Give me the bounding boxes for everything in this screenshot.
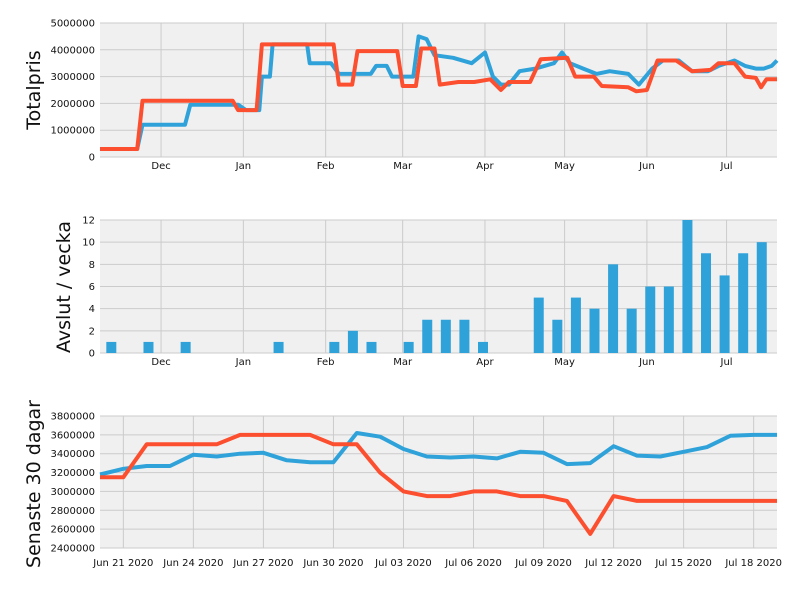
bar xyxy=(663,286,674,353)
y-tick-label: 5000000 xyxy=(50,19,95,30)
x-tick-label: Mar xyxy=(393,357,413,368)
x-tick-label: Jun 30 2020 xyxy=(302,558,363,569)
bar xyxy=(626,308,637,353)
y-tick-label: 3200000 xyxy=(50,468,95,479)
bar xyxy=(403,341,414,353)
y-tick-label: 0 xyxy=(89,153,95,164)
y-axis-label: Avslut / vecka xyxy=(53,221,75,353)
series-line xyxy=(100,42,777,151)
plot-area xyxy=(100,23,777,157)
y-tick-label: 4000000 xyxy=(50,45,95,56)
x-tick-label: Dec xyxy=(151,357,170,368)
y-tick-label: 2600000 xyxy=(50,525,95,536)
y-tick-label: 12 xyxy=(82,216,95,227)
x-tick-label: Jan xyxy=(235,357,251,368)
x-tick-label: Jun xyxy=(638,161,655,172)
bar xyxy=(570,297,581,353)
x-tick-label: Jun xyxy=(638,357,655,368)
x-tick-label: May xyxy=(554,357,575,368)
y-axis-label: Totalpris xyxy=(23,50,45,130)
totalpris-chart: 0 1000000 2000000 3000000 4000000 5000000 Dec J… xyxy=(23,19,779,172)
series-line xyxy=(99,431,777,477)
bar xyxy=(143,341,154,353)
y-tick-label: 3000000 xyxy=(50,72,95,83)
bar xyxy=(589,308,600,353)
senaste-30-dagar-chart: 2400000 2600000 2800000 3000000 3200000 34000… xyxy=(23,400,782,569)
y-tick-label: 2800000 xyxy=(50,506,95,517)
bar xyxy=(719,275,730,353)
bar xyxy=(329,341,340,353)
bar xyxy=(273,341,284,353)
y-tick-label: 3400000 xyxy=(50,449,95,460)
x-tick-label: Dec xyxy=(151,161,170,172)
x-tick-label: Jul 15 2020 xyxy=(654,558,712,569)
bar xyxy=(738,253,749,353)
x-tick-label: Mar xyxy=(393,161,413,172)
bar xyxy=(533,297,544,353)
y-tick-label: 1000000 xyxy=(50,126,95,137)
x-tick-label: Jun 27 2020 xyxy=(232,558,293,569)
x-tick-label: Jun 21 2020 xyxy=(92,558,153,569)
bar xyxy=(422,319,433,353)
plot-area xyxy=(100,416,777,548)
x-tick-label: Jul 03 2020 xyxy=(374,558,432,569)
x-tick-label: Jul 06 2020 xyxy=(444,558,502,569)
y-tick-label: 6 xyxy=(89,282,95,293)
y-tick-label: 3000000 xyxy=(50,487,95,498)
x-tick-label: Jul xyxy=(720,161,733,172)
x-tick-label: Apr xyxy=(476,161,494,172)
x-tick-label: Jan xyxy=(235,161,251,172)
x-tick-label: Apr xyxy=(476,357,494,368)
x-tick-label: Feb xyxy=(317,161,335,172)
bar xyxy=(682,220,693,353)
x-tick-label: Jul 12 2020 xyxy=(584,558,642,569)
bar xyxy=(106,341,117,353)
y-axis-label: Senaste 30 dagar xyxy=(23,400,45,568)
bar xyxy=(180,341,191,353)
bar xyxy=(477,341,488,353)
y-tick-label: 2 xyxy=(89,326,95,337)
avslut-per-vecka-chart: 0 2 4 6 8 10 12 Dec Jan Feb Mar Apr May Jun Jul Avslut … xyxy=(53,216,777,368)
bar xyxy=(440,319,451,353)
bar xyxy=(701,253,712,353)
bar xyxy=(347,330,358,353)
x-tick-label: Jul 18 2020 xyxy=(724,558,782,569)
x-tick-label: Jul xyxy=(720,357,733,368)
x-tick-label: Jul 09 2020 xyxy=(514,558,572,569)
bar xyxy=(459,319,470,353)
x-tick-label: Jun 24 2020 xyxy=(162,558,223,569)
bar xyxy=(366,341,377,353)
y-tick-label: 0 xyxy=(89,349,95,360)
y-tick-label: 2400000 xyxy=(50,544,95,555)
bar xyxy=(552,319,563,353)
x-tick-label: May xyxy=(554,161,575,172)
y-tick-label: 10 xyxy=(82,238,95,249)
y-tick-label: 3600000 xyxy=(50,430,95,441)
bar xyxy=(756,242,767,353)
y-tick-label: 2000000 xyxy=(50,99,95,110)
bar xyxy=(608,264,619,353)
y-tick-label: 4 xyxy=(89,304,95,315)
bar xyxy=(645,286,656,353)
series-line xyxy=(100,432,777,536)
y-tick-label: 3800000 xyxy=(50,412,95,423)
x-tick-label: Feb xyxy=(317,357,335,368)
y-tick-label: 8 xyxy=(89,260,95,271)
